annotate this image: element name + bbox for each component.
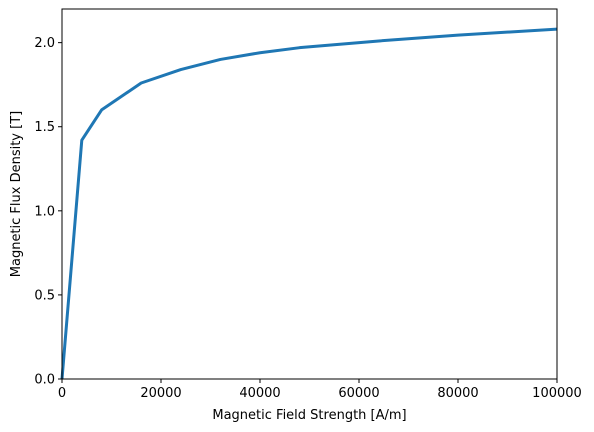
x-tick-label: 100000 <box>532 386 582 401</box>
y-tick-label: 0.0 <box>34 373 55 388</box>
x-tick-label: 60000 <box>338 386 379 401</box>
x-tick-label: 0 <box>58 386 66 401</box>
y-tick-label: 1.0 <box>34 204 55 219</box>
y-axis-label: Magnetic Flux Density [T] <box>9 111 24 277</box>
x-tick-label: 20000 <box>140 386 181 401</box>
y-tick-label: 1.5 <box>34 120 55 135</box>
x-axis: 0 20000 40000 60000 80000 100000 <box>58 379 582 401</box>
series-line-0 <box>60 27 558 380</box>
x-tick-label: 40000 <box>239 386 280 401</box>
plot-frame <box>61 8 558 380</box>
y-axis: 0.0 0.5 1.0 1.5 2.0 <box>34 36 62 388</box>
y-tick-label: 2.0 <box>34 36 55 51</box>
y-tick-label: 0.5 <box>34 288 55 303</box>
series-layer <box>60 27 558 380</box>
x-axis-label: Magnetic Field Strength [A/m] <box>212 408 406 423</box>
x-tick-label: 80000 <box>437 386 478 401</box>
